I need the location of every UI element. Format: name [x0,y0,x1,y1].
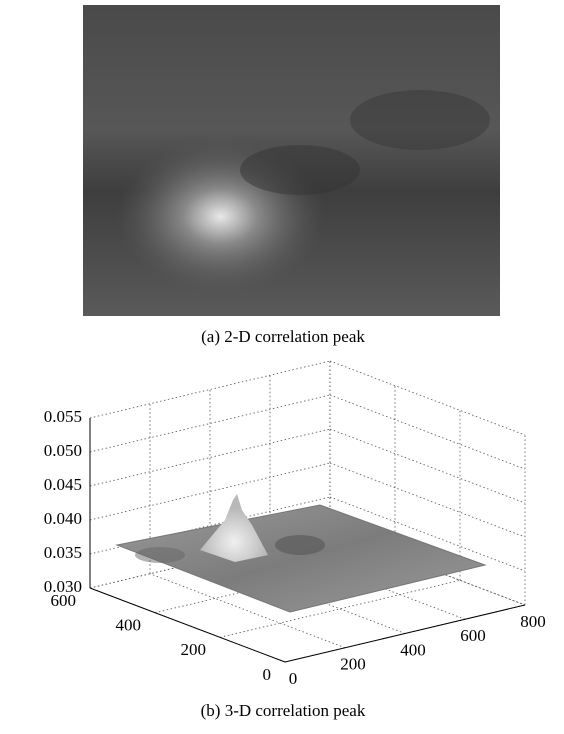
x-tick-label: 200 [340,655,366,674]
z-tick-label: 0.055 [44,407,82,426]
y-tick-label: 600 [51,591,77,610]
grid-line [329,496,526,572]
z-tick-label: 0.045 [44,475,82,494]
x-tick-label: 800 [520,612,546,631]
surface [115,494,487,613]
x-tick-label: 400 [400,640,426,659]
z-tick-label: 0.035 [44,543,82,562]
grid-line [329,428,526,504]
x-tick-label: 0 [289,669,298,688]
grid-line [89,428,331,487]
grid-line [329,394,526,470]
grid-line [89,462,331,521]
caption-b: (b) 3-D correlation peak [201,701,366,720]
grid-line [219,579,461,638]
grid-line [149,573,346,649]
x-tick-label: 600 [460,626,486,645]
grid-line [89,530,331,589]
grid-line [329,462,526,538]
y-tick-label: 400 [116,616,142,635]
y-tick-label: 200 [181,640,207,659]
image-2d [83,5,500,316]
y-axis [89,587,286,663]
y-tick-label: 0 [263,665,272,684]
z-tick-label: 0.040 [44,509,82,528]
grid-line [89,360,331,419]
x-axis [284,604,526,663]
z-tick-label: 0.030 [44,577,82,596]
grid-line [329,360,526,436]
z-tick-label: 0.050 [44,441,82,460]
grid-line [89,394,331,453]
caption-a: (a) 2-D correlation peak [201,327,365,346]
grid-line [154,555,396,614]
